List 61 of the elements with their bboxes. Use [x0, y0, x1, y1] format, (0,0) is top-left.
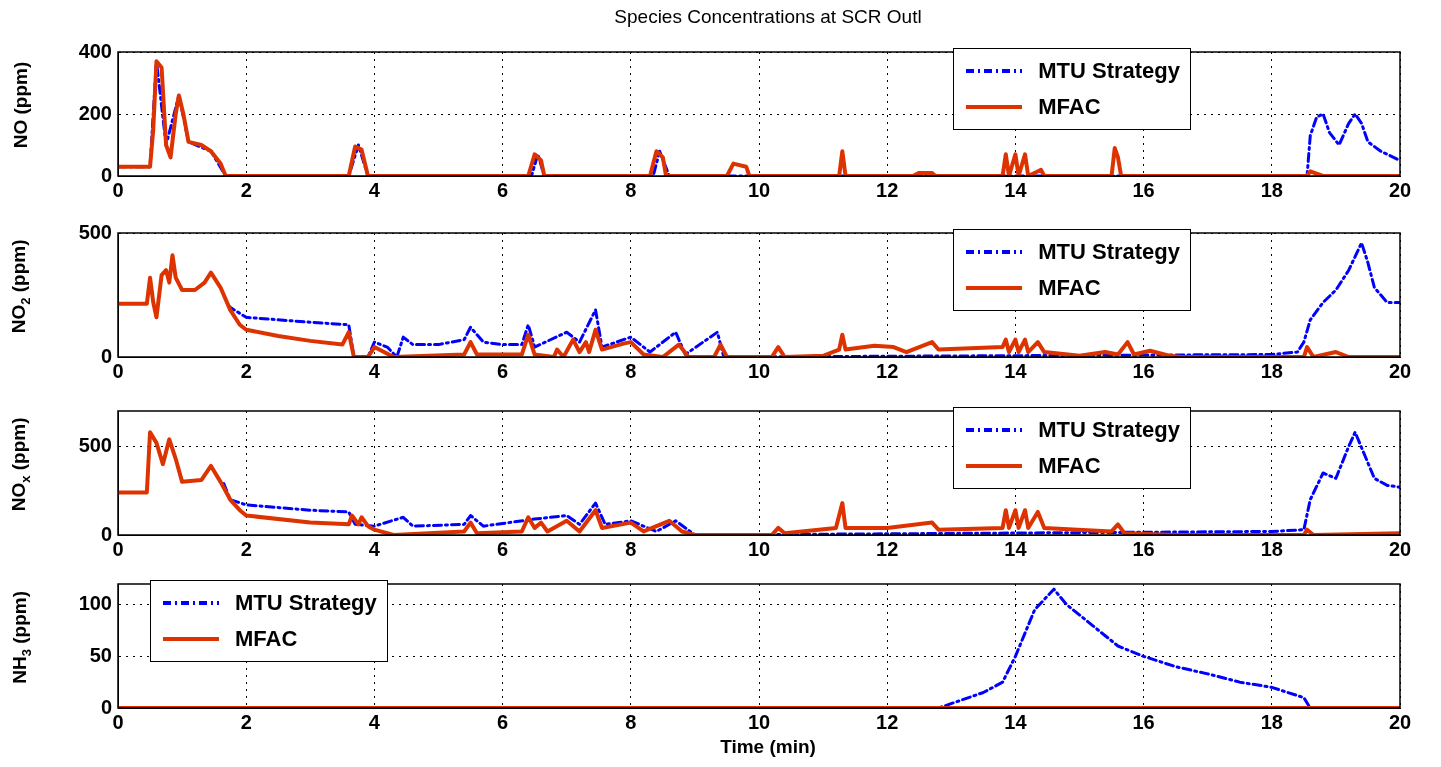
x-tick-label: 8 — [625, 359, 637, 382]
chart-title: Species Concentrations at SCR Outl — [613, 6, 923, 28]
x-tick-label: 16 — [1132, 537, 1155, 560]
y-tick-label: 100 — [78, 592, 112, 615]
y-tick-label: 400 — [78, 39, 112, 62]
legend-label: MFAC — [1038, 94, 1101, 120]
legend-label: MTU Strategy — [235, 590, 377, 616]
y-tick-label: 0 — [100, 522, 112, 545]
legend-label: MFAC — [1038, 275, 1101, 301]
x-tick-label: 4 — [368, 710, 381, 733]
x-tick-label: 8 — [625, 178, 637, 201]
x-tick-label: 8 — [625, 710, 637, 733]
x-tick-label: 4 — [368, 178, 381, 201]
y-tick-label: 200 — [78, 101, 112, 124]
x-tick-label: 12 — [876, 537, 899, 560]
x-tick-label: 12 — [876, 710, 899, 733]
x-tick-label: 20 — [1388, 178, 1412, 201]
x-tick-label: 8 — [625, 537, 637, 560]
x-tick-label: 18 — [1260, 178, 1283, 201]
x-tick-label: 14 — [1004, 359, 1028, 382]
y-tick-label: 0 — [100, 163, 112, 186]
x-tick-label: 14 — [1004, 178, 1028, 201]
x-tick-label: 16 — [1132, 710, 1155, 733]
legend-label: MTU Strategy — [1038, 239, 1180, 265]
x-tick-label: 12 — [876, 359, 899, 382]
x-tick-label: 10 — [747, 359, 771, 382]
x-tick-label: 16 — [1132, 178, 1155, 201]
x-tick-label: 6 — [497, 710, 509, 733]
x-tick-label: 2 — [240, 537, 252, 560]
x-tick-label: 4 — [368, 359, 381, 382]
x-tick-label: 14 — [1004, 537, 1028, 560]
x-tick-label: 6 — [497, 178, 509, 201]
x-tick-label: 10 — [747, 178, 771, 201]
x-tick-label: 2 — [240, 359, 252, 382]
legend-label: MFAC — [235, 626, 298, 652]
x-tick-label: 20 — [1388, 710, 1412, 733]
y-tick-label: 500 — [78, 433, 112, 456]
x-tick-label: 20 — [1388, 537, 1412, 560]
x-tick-label: 2 — [240, 710, 252, 733]
x-tick-label: 6 — [497, 359, 509, 382]
y-tick-label: 50 — [89, 643, 112, 666]
x-tick-label: 12 — [876, 178, 899, 201]
y-tick-label: 0 — [100, 695, 112, 718]
x-tick-label: 18 — [1260, 537, 1283, 560]
x-tick-label: 14 — [1004, 710, 1028, 733]
legend-label: MFAC — [1038, 453, 1101, 479]
x-tick-label: 10 — [747, 537, 771, 560]
legend-label: MTU Strategy — [1038, 417, 1180, 443]
x-tick-label: 10 — [747, 710, 771, 733]
y-tick-label: 0 — [100, 344, 112, 367]
x-tick-label: 16 — [1132, 359, 1155, 382]
x-tick-label: 18 — [1260, 359, 1283, 382]
x-axis-title: Time (min) — [719, 736, 817, 758]
x-tick-label: 6 — [497, 537, 509, 560]
y-tick-label: 500 — [78, 220, 112, 243]
legend-label: MTU Strategy — [1038, 58, 1180, 84]
y-axis-title: NO (ppm) — [10, 61, 32, 149]
x-tick-label: 4 — [368, 537, 381, 560]
x-tick-label: 18 — [1260, 710, 1283, 733]
x-tick-label: 2 — [240, 178, 252, 201]
x-tick-label: 20 — [1388, 359, 1412, 382]
